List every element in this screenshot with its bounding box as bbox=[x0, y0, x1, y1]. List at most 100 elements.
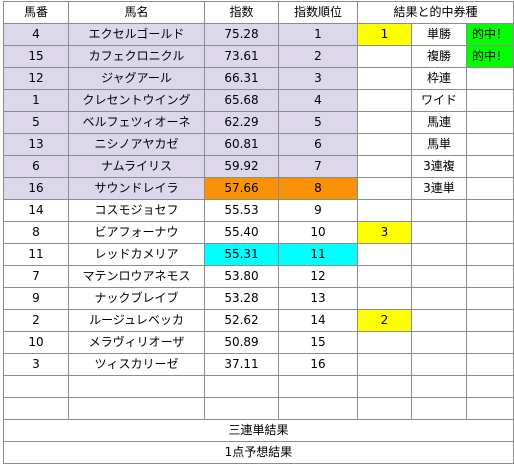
header-horse-number[interactable]: 馬番 bbox=[3, 1, 69, 24]
cell-horse-number[interactable]: 1 bbox=[3, 89, 69, 112]
cell-ticket-type[interactable] bbox=[411, 375, 467, 398]
cell-horse-name[interactable]: ルージュレベッカ bbox=[68, 309, 205, 332]
cell-horse-name[interactable]: ジャグアール bbox=[68, 67, 205, 90]
cell-ticket-type[interactable]: 枠連 bbox=[411, 67, 467, 90]
cell-ticket-type[interactable] bbox=[411, 397, 467, 420]
cell-index[interactable]: 57.66 bbox=[204, 177, 279, 200]
cell-horse-number[interactable] bbox=[3, 375, 69, 398]
cell-horse-name[interactable]: レッドカメリア bbox=[68, 243, 205, 266]
cell-horse-name[interactable]: ビアフォーナウ bbox=[68, 221, 205, 244]
cell-hit-status[interactable] bbox=[466, 111, 514, 134]
cell-hit-status[interactable]: 的中！ bbox=[466, 45, 514, 68]
cell-result-value[interactable] bbox=[357, 111, 412, 134]
cell-ticket-type[interactable] bbox=[411, 287, 467, 310]
cell-index[interactable]: 50.89 bbox=[204, 331, 279, 354]
cell-result-value[interactable] bbox=[357, 243, 412, 266]
cell-index[interactable]: 75.28 bbox=[204, 23, 279, 46]
cell-result-value[interactable] bbox=[357, 155, 412, 178]
cell-result-value[interactable] bbox=[357, 89, 412, 112]
cell-horse-number[interactable]: 10 bbox=[3, 331, 69, 354]
cell-horse-number[interactable] bbox=[3, 397, 69, 420]
cell-index-rank[interactable] bbox=[278, 397, 358, 420]
cell-index-rank[interactable]: 11 bbox=[278, 243, 358, 266]
cell-index-rank[interactable]: 5 bbox=[278, 111, 358, 134]
cell-horse-number[interactable]: 2 bbox=[3, 309, 69, 332]
cell-ticket-type[interactable] bbox=[411, 243, 467, 266]
cell-hit-status[interactable] bbox=[466, 133, 514, 156]
cell-horse-name[interactable]: メラヴィリオーザ bbox=[68, 331, 205, 354]
header-index[interactable]: 指数 bbox=[204, 1, 279, 24]
cell-result-value[interactable] bbox=[357, 265, 412, 288]
cell-horse-number[interactable]: 7 bbox=[3, 265, 69, 288]
cell-index[interactable]: 65.68 bbox=[204, 89, 279, 112]
cell-hit-status[interactable] bbox=[466, 331, 514, 354]
cell-index[interactable]: 60.81 bbox=[204, 133, 279, 156]
cell-result-value[interactable] bbox=[357, 375, 412, 398]
cell-hit-status[interactable]: 的中！ bbox=[466, 23, 514, 46]
cell-index-rank[interactable]: 7 bbox=[278, 155, 358, 178]
cell-index[interactable] bbox=[204, 397, 279, 420]
cell-result-value[interactable] bbox=[357, 397, 412, 420]
cell-horse-number[interactable]: 14 bbox=[3, 199, 69, 222]
cell-index-rank[interactable]: 10 bbox=[278, 221, 358, 244]
cell-index[interactable]: 55.31 bbox=[204, 243, 279, 266]
cell-hit-status[interactable] bbox=[466, 287, 514, 310]
cell-horse-name[interactable]: ニシノアヤカゼ bbox=[68, 133, 205, 156]
cell-index[interactable]: 73.61 bbox=[204, 45, 279, 68]
cell-horse-name[interactable]: コスモジョセフ bbox=[68, 199, 205, 222]
cell-horse-name[interactable] bbox=[68, 397, 205, 420]
cell-result-value[interactable] bbox=[357, 67, 412, 90]
cell-ticket-type[interactable] bbox=[411, 265, 467, 288]
cell-ticket-type[interactable]: 単勝 bbox=[411, 23, 467, 46]
cell-result-value[interactable] bbox=[357, 177, 412, 200]
cell-index[interactable]: 53.28 bbox=[204, 287, 279, 310]
cell-index[interactable]: 55.53 bbox=[204, 199, 279, 222]
one-point-prediction-cell[interactable]: 1点予想結果 bbox=[3, 441, 514, 464]
cell-hit-status[interactable] bbox=[466, 67, 514, 90]
cell-horse-number[interactable]: 9 bbox=[3, 287, 69, 310]
cell-result-value[interactable] bbox=[357, 199, 412, 222]
cell-ticket-type[interactable]: 複勝 bbox=[411, 45, 467, 68]
cell-horse-name[interactable]: ベルフェツィオーネ bbox=[68, 111, 205, 134]
cell-horse-number[interactable]: 12 bbox=[3, 67, 69, 90]
cell-index-rank[interactable]: 4 bbox=[278, 89, 358, 112]
cell-horse-name[interactable]: カフェクロニクル bbox=[68, 45, 205, 68]
cell-horse-number[interactable]: 8 bbox=[3, 221, 69, 244]
cell-horse-number[interactable]: 16 bbox=[3, 177, 69, 200]
cell-result-value[interactable] bbox=[357, 133, 412, 156]
cell-index-rank[interactable]: 13 bbox=[278, 287, 358, 310]
cell-result-value[interactable]: 3 bbox=[357, 221, 412, 244]
cell-horse-number[interactable]: 3 bbox=[3, 353, 69, 376]
cell-ticket-type[interactable]: 3連複 bbox=[411, 155, 467, 178]
cell-index[interactable]: 52.62 bbox=[204, 309, 279, 332]
cell-ticket-type[interactable] bbox=[411, 199, 467, 222]
cell-horse-name[interactable]: クレセントウイング bbox=[68, 89, 205, 112]
cell-hit-status[interactable] bbox=[466, 397, 514, 420]
cell-hit-status[interactable] bbox=[466, 309, 514, 332]
cell-hit-status[interactable] bbox=[466, 265, 514, 288]
cell-result-value[interactable] bbox=[357, 45, 412, 68]
cell-index-rank[interactable] bbox=[278, 375, 358, 398]
cell-horse-name[interactable]: ナムライリス bbox=[68, 155, 205, 178]
cell-ticket-type[interactable]: ワイド bbox=[411, 89, 467, 112]
header-result-ticket[interactable]: 結果と的中券種 bbox=[357, 1, 514, 24]
cell-ticket-type[interactable] bbox=[411, 331, 467, 354]
cell-index-rank[interactable]: 15 bbox=[278, 331, 358, 354]
cell-hit-status[interactable] bbox=[466, 155, 514, 178]
cell-ticket-type[interactable]: 馬連 bbox=[411, 111, 467, 134]
cell-hit-status[interactable] bbox=[466, 89, 514, 112]
cell-ticket-type[interactable] bbox=[411, 309, 467, 332]
cell-index[interactable]: 37.11 bbox=[204, 353, 279, 376]
header-horse-name[interactable]: 馬名 bbox=[68, 1, 205, 24]
cell-ticket-type[interactable]: 馬単 bbox=[411, 133, 467, 156]
cell-index[interactable]: 53.80 bbox=[204, 265, 279, 288]
header-index-rank[interactable]: 指数順位 bbox=[278, 1, 358, 24]
trifecta-result-cell[interactable]: 三連単結果 bbox=[3, 419, 514, 442]
cell-index[interactable]: 66.31 bbox=[204, 67, 279, 90]
cell-result-value[interactable] bbox=[357, 287, 412, 310]
cell-result-value[interactable]: 2 bbox=[357, 309, 412, 332]
cell-hit-status[interactable] bbox=[466, 199, 514, 222]
cell-index-rank[interactable]: 6 bbox=[278, 133, 358, 156]
cell-index-rank[interactable]: 1 bbox=[278, 23, 358, 46]
cell-index-rank[interactable]: 3 bbox=[278, 67, 358, 90]
